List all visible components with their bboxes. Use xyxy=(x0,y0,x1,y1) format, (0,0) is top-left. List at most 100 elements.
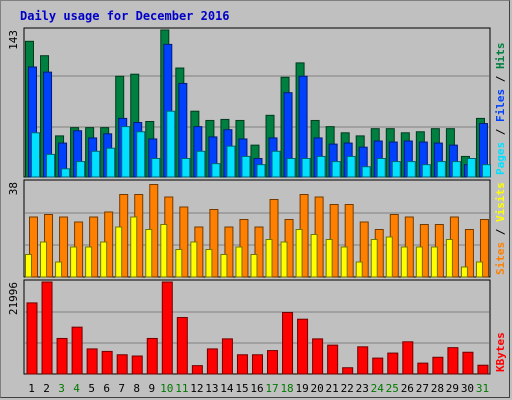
bar-pages xyxy=(331,161,341,178)
bar-kbytes xyxy=(161,281,173,375)
bar-sites xyxy=(325,239,333,278)
bar-pages xyxy=(286,157,296,178)
bar-pages xyxy=(226,145,236,178)
bar-kbytes xyxy=(312,338,324,375)
legend-entry: Visits xyxy=(494,182,507,222)
bar-visits xyxy=(344,204,354,278)
bar-pages xyxy=(61,168,71,178)
x-tick-label: 18 xyxy=(280,382,293,395)
x-tick-label: 8 xyxy=(133,382,140,395)
legend-entry: / xyxy=(494,222,507,242)
bar-kbytes xyxy=(116,354,128,375)
x-tick-label: 10 xyxy=(160,382,173,395)
x-tick-label: 6 xyxy=(103,382,110,395)
bar-sites xyxy=(355,261,363,278)
x-tick-label: 26 xyxy=(401,382,414,395)
x-tick-label: 20 xyxy=(311,382,324,395)
bar-sites xyxy=(115,226,123,278)
bar-visits xyxy=(59,216,69,278)
bar-sites xyxy=(265,239,273,278)
bar-kbytes xyxy=(372,357,384,375)
bar-kbytes xyxy=(342,367,354,375)
bar-kbytes xyxy=(447,347,459,375)
x-tick-label: 22 xyxy=(341,382,354,395)
bar-visits xyxy=(254,226,264,278)
x-tick-label: 12 xyxy=(190,382,203,395)
bar-kbytes xyxy=(221,338,233,375)
bar-pages xyxy=(376,157,386,178)
x-tick-label: 9 xyxy=(148,382,155,395)
x-tick-label: 17 xyxy=(265,382,278,395)
x-tick-label: 28 xyxy=(431,382,444,395)
bar-kbytes xyxy=(417,362,429,375)
x-tick-label: 1 xyxy=(28,382,35,395)
bar-pages xyxy=(316,155,326,178)
bar-kbytes xyxy=(282,312,294,375)
bar-kbytes xyxy=(236,354,248,375)
x-tick-label: 30 xyxy=(461,382,474,395)
page-title: Daily usage for December 2016 xyxy=(20,9,230,23)
bar-pages xyxy=(121,126,131,178)
bar-pages xyxy=(241,155,251,178)
x-tick-label: 5 xyxy=(88,382,95,395)
x-tick-label: 11 xyxy=(175,382,188,395)
bar-kbytes xyxy=(477,364,489,375)
bar-pages xyxy=(106,147,116,178)
bar-pages xyxy=(361,166,371,178)
bar-kbytes xyxy=(191,365,203,375)
bar-visits xyxy=(29,216,38,278)
bar-kbytes xyxy=(56,337,68,375)
legend-entry: KBytes xyxy=(494,332,507,372)
bar-sites xyxy=(145,229,153,278)
bar-pages xyxy=(256,164,266,178)
y-max-label: 143 xyxy=(7,30,20,50)
bar-kbytes xyxy=(387,352,399,375)
bar-visits xyxy=(359,221,369,278)
bar-pages xyxy=(421,164,431,178)
bar-sites xyxy=(175,249,183,278)
bar-visits xyxy=(209,209,219,278)
bar-sites xyxy=(160,224,168,278)
bar-pages xyxy=(151,157,161,178)
x-tick-label: 19 xyxy=(295,382,308,395)
x-tick-label: 14 xyxy=(220,382,234,395)
bar-pages xyxy=(46,153,56,178)
x-tick-label: 23 xyxy=(356,382,369,395)
bar-sites xyxy=(250,254,258,278)
bar-sites xyxy=(70,246,78,278)
bar-kbytes xyxy=(251,354,263,375)
bar-sites xyxy=(235,246,243,278)
bar-sites xyxy=(340,246,348,278)
bar-pages xyxy=(76,161,86,178)
legend-bottom: KBytes xyxy=(494,332,507,372)
bar-sites xyxy=(400,246,408,278)
bar-kbytes xyxy=(176,317,188,375)
bar-visits xyxy=(269,199,279,278)
legend-entry: / xyxy=(494,69,507,89)
x-tick-label: 7 xyxy=(118,382,125,395)
bar-sites xyxy=(295,229,303,278)
x-tick-label: 31 xyxy=(476,382,489,395)
x-tick-label: 3 xyxy=(58,382,65,395)
legend-middle: Sites / Visits xyxy=(494,182,507,275)
bar-kbytes xyxy=(402,341,414,375)
bar-kbytes xyxy=(101,350,113,375)
bar-kbytes xyxy=(297,318,309,375)
bar-pages xyxy=(466,157,476,178)
bar-pages xyxy=(346,155,356,178)
bar-visits xyxy=(464,229,474,278)
bar-sites xyxy=(460,266,468,278)
x-tick-label: 29 xyxy=(446,382,459,395)
bar-kbytes xyxy=(71,326,83,375)
bar-sites xyxy=(385,236,393,278)
legend-entry: Files xyxy=(494,89,507,122)
bar-kbytes xyxy=(26,302,38,375)
x-tick-label: 16 xyxy=(250,382,263,395)
bar-pages xyxy=(271,150,281,178)
x-tick-label: 2 xyxy=(43,382,50,395)
bar-pages xyxy=(91,150,101,178)
bar-pages xyxy=(181,157,191,178)
bar-kbytes xyxy=(86,348,98,375)
